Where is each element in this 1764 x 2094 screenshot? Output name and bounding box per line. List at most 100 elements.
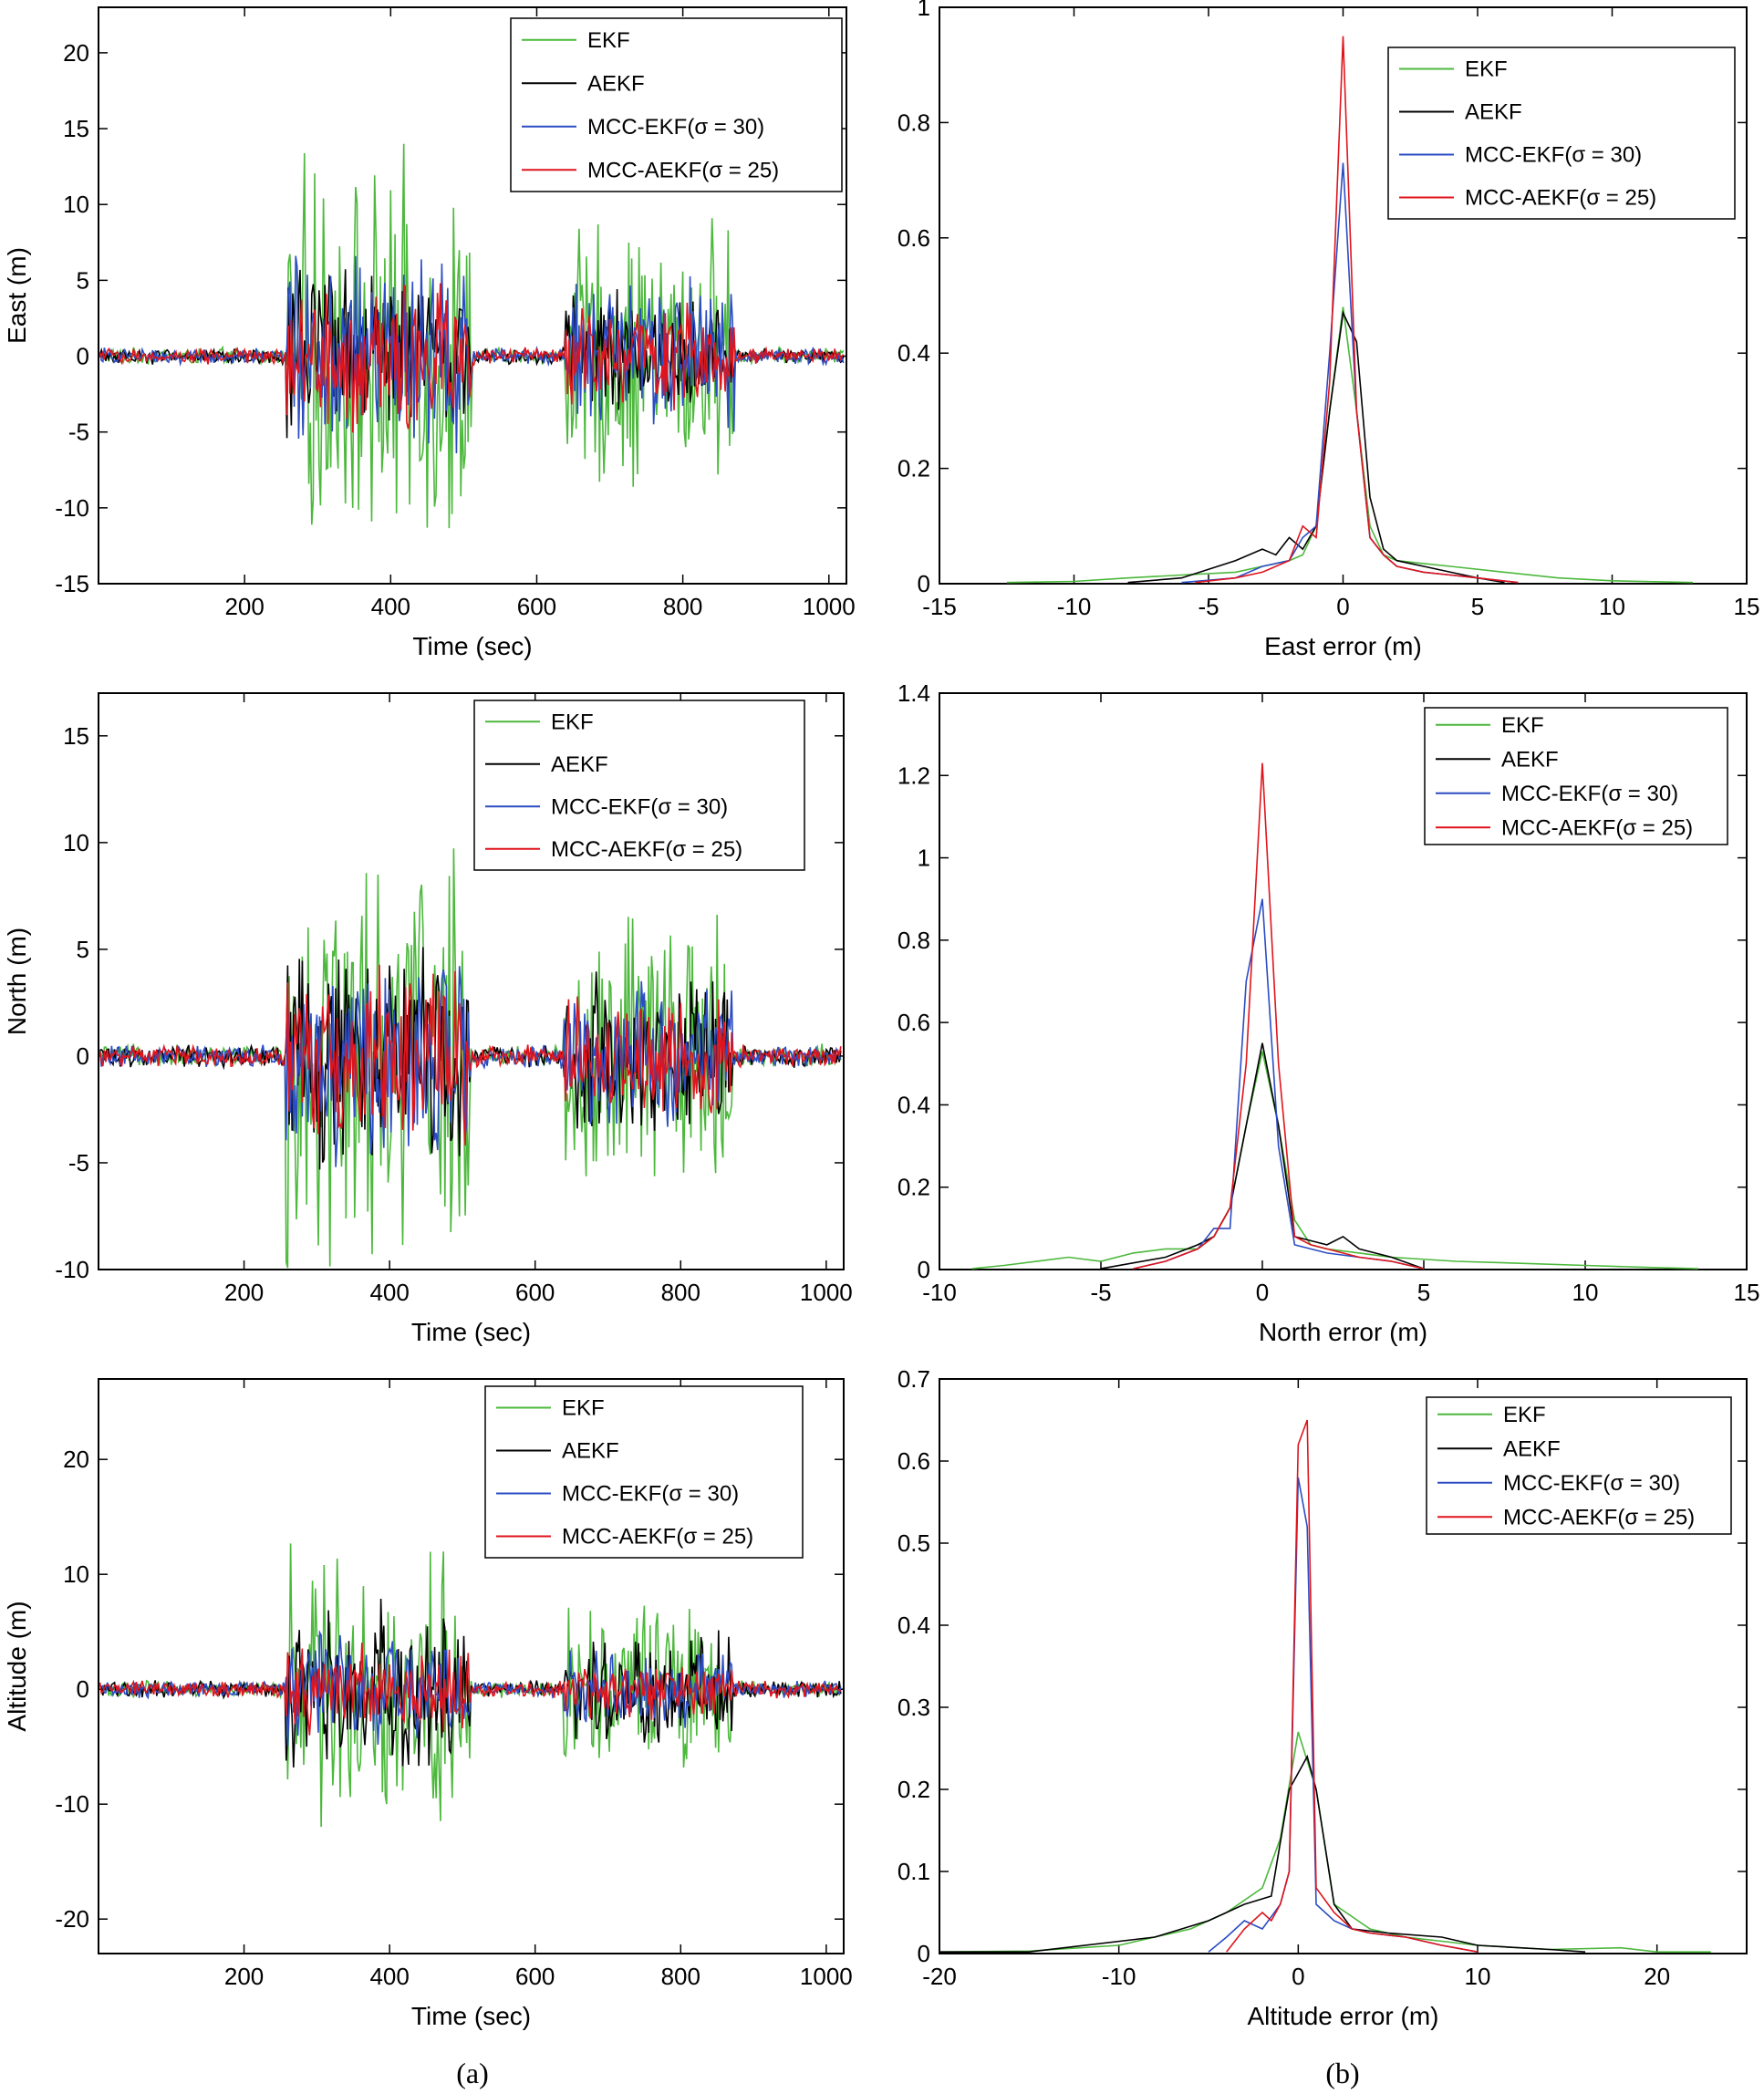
legend-label: MCC-AEKF(σ = 25) [562, 1525, 753, 1550]
x-tick-label: 5 [1417, 1279, 1430, 1306]
y-tick-label: 0.1 [898, 1858, 930, 1885]
legend-label: EKF [587, 28, 630, 53]
plot-area [99, 848, 842, 1269]
y-tick-label: 0.2 [898, 1174, 930, 1201]
series-line-mcc-aekf [1195, 36, 1519, 584]
legend-label: MCC-EKF(σ = 30) [562, 1482, 739, 1507]
x-tick-label: 600 [515, 1279, 555, 1306]
y-tick-label: 0.2 [898, 1776, 930, 1803]
y-tick-label: 1 [918, 0, 930, 21]
y-tick-label: -15 [55, 570, 89, 597]
y-tick-label: 0.4 [898, 1612, 930, 1639]
x-tick-label: 1000 [800, 1279, 853, 1306]
panel-east-error: -15 -10 -5 0 5 10 15 0 0.2 0.4 0.6 0.8 1 East error (… [898, 0, 1760, 660]
y-tick-label: 0.4 [898, 339, 930, 367]
legend-box [484, 1385, 804, 1559]
legend-box [510, 17, 843, 192]
legend-label: EKF [1501, 713, 1544, 738]
y-tick-label: 0 [918, 1940, 930, 1967]
legend-box [473, 700, 805, 871]
x-tick-label: 15 [1734, 593, 1760, 620]
x-tick-label: 600 [515, 1963, 555, 1990]
y-tick-label: 15 [63, 722, 89, 750]
legend-label: MCC-EKF(σ = 30) [1465, 143, 1642, 168]
axes-frame [98, 6, 847, 585]
y-tick-label: 20 [63, 1446, 89, 1473]
y-tick-label: 0 [918, 570, 930, 597]
axes-frame [98, 1378, 845, 1954]
x-tick-label: 800 [661, 1279, 700, 1306]
legend-label: EKF [1503, 1403, 1546, 1427]
y-tick-label: 0.6 [898, 1447, 930, 1475]
x-axis-label: North error (m) [1259, 1318, 1427, 1346]
series-line-mcc-aekf [1133, 762, 1425, 1270]
x-tick-label: 10 [1465, 1963, 1491, 1990]
legend-label: EKF [562, 1396, 605, 1421]
x-tick-label: 200 [224, 1279, 264, 1306]
x-axis-label: East error (m) [1264, 632, 1422, 660]
y-axis-label: East (m) [3, 247, 31, 344]
y-tick-label: 10 [63, 1560, 89, 1588]
legend-box [1426, 1396, 1732, 1535]
series-line-aekf [939, 1754, 1586, 1953]
legend-label: MCC-AEKF(σ = 25) [587, 158, 779, 182]
y-tick-label: -10 [55, 1790, 89, 1818]
legend-box [1424, 707, 1728, 845]
legend-box [1387, 47, 1736, 220]
x-tick-label: 0 [1292, 1963, 1304, 1990]
axes-frame [98, 692, 845, 1270]
panel-east-time: 200 400 600 800 1000 -15 -10 -5 0 5 10 15 20 Time (se… [3, 6, 856, 660]
legend-label: AEKF [562, 1439, 619, 1464]
y-tick-label: 0.5 [898, 1529, 930, 1557]
x-tick-label: 400 [369, 1963, 409, 1990]
y-tick-label: -10 [55, 494, 89, 522]
y-axis-label: Altitude (m) [3, 1601, 31, 1731]
x-axis-label: Time (sec) [411, 2002, 531, 2030]
y-tick-label: 0.8 [898, 927, 930, 954]
y-tick-label: 0.7 [898, 1365, 930, 1393]
series-line-mcc-ekf [1208, 1477, 1479, 1953]
y-tick-label: 0 [918, 1256, 930, 1283]
x-tick-label: 0 [1256, 1279, 1269, 1306]
legend: EKF AEKF MCC-EKF(σ = 30) MCC-AEKF(σ = 25) [484, 1385, 804, 1559]
legend-label: AEKF [587, 71, 645, 96]
x-tick-label: 10 [1572, 1279, 1599, 1306]
plot-area [99, 143, 845, 529]
y-tick-label: 5 [77, 266, 89, 294]
x-tick-label: 20 [1644, 1963, 1670, 1990]
legend: EKF AEKF MCC-EKF(σ = 30) MCC-AEKF(σ = 25) [1426, 1396, 1732, 1535]
legend: EKF AEKF MCC-EKF(σ = 30) MCC-AEKF(σ = 25) [1424, 707, 1728, 845]
y-tick-label: 0.4 [898, 1091, 930, 1118]
x-tick-label: 800 [663, 593, 702, 620]
x-tick-label: -10 [1102, 1963, 1136, 1990]
legend-label: AEKF [1501, 747, 1559, 772]
panel-north-error: -10 -5 0 5 10 15 0 0.2 0.4 0.6 0.8 1 1.2 1.4 North err… [898, 679, 1760, 1346]
legend-label: MCC-AEKF(σ = 25) [1465, 186, 1656, 211]
y-tick-label: 15 [63, 115, 89, 142]
y-tick-label: 20 [63, 39, 89, 67]
x-tick-label: 15 [1734, 1279, 1760, 1306]
x-tick-label: 400 [369, 1279, 409, 1306]
y-tick-label: 0 [77, 1042, 89, 1070]
y-tick-label: 1.2 [898, 762, 930, 789]
x-tick-label: 200 [224, 593, 264, 620]
series-line-aekf [1100, 1042, 1425, 1270]
legend-label: MCC-EKF(σ = 30) [551, 794, 728, 819]
x-tick-label: 1000 [800, 1963, 853, 1990]
legend-label: AEKF [1503, 1436, 1561, 1461]
x-tick-label: 0 [1336, 593, 1349, 620]
y-tick-label: -5 [68, 1149, 89, 1177]
legend-label: MCC-AEKF(σ = 25) [1503, 1505, 1695, 1529]
panel-north-time: 200 400 600 800 1000 -10 -5 0 5 10 15 Time (sec) Nor… [3, 692, 853, 1346]
legend: EKF AEKF MCC-EKF(σ = 30) MCC-AEKF(σ = 25) [510, 17, 843, 192]
caption-a: (a) [456, 2057, 489, 2089]
x-tick-label: 800 [661, 1963, 700, 1990]
x-axis-label: Altitude error (m) [1247, 2002, 1438, 2030]
series-line-aekf [1127, 310, 1505, 584]
series-line-mcc-ekf [1133, 898, 1425, 1270]
legend-label: MCC-AEKF(σ = 25) [1501, 815, 1693, 840]
x-tick-label: 10 [1599, 593, 1625, 620]
x-tick-label: -15 [922, 593, 957, 620]
legend-label: EKF [1465, 57, 1508, 82]
plot-area [971, 762, 1698, 1270]
